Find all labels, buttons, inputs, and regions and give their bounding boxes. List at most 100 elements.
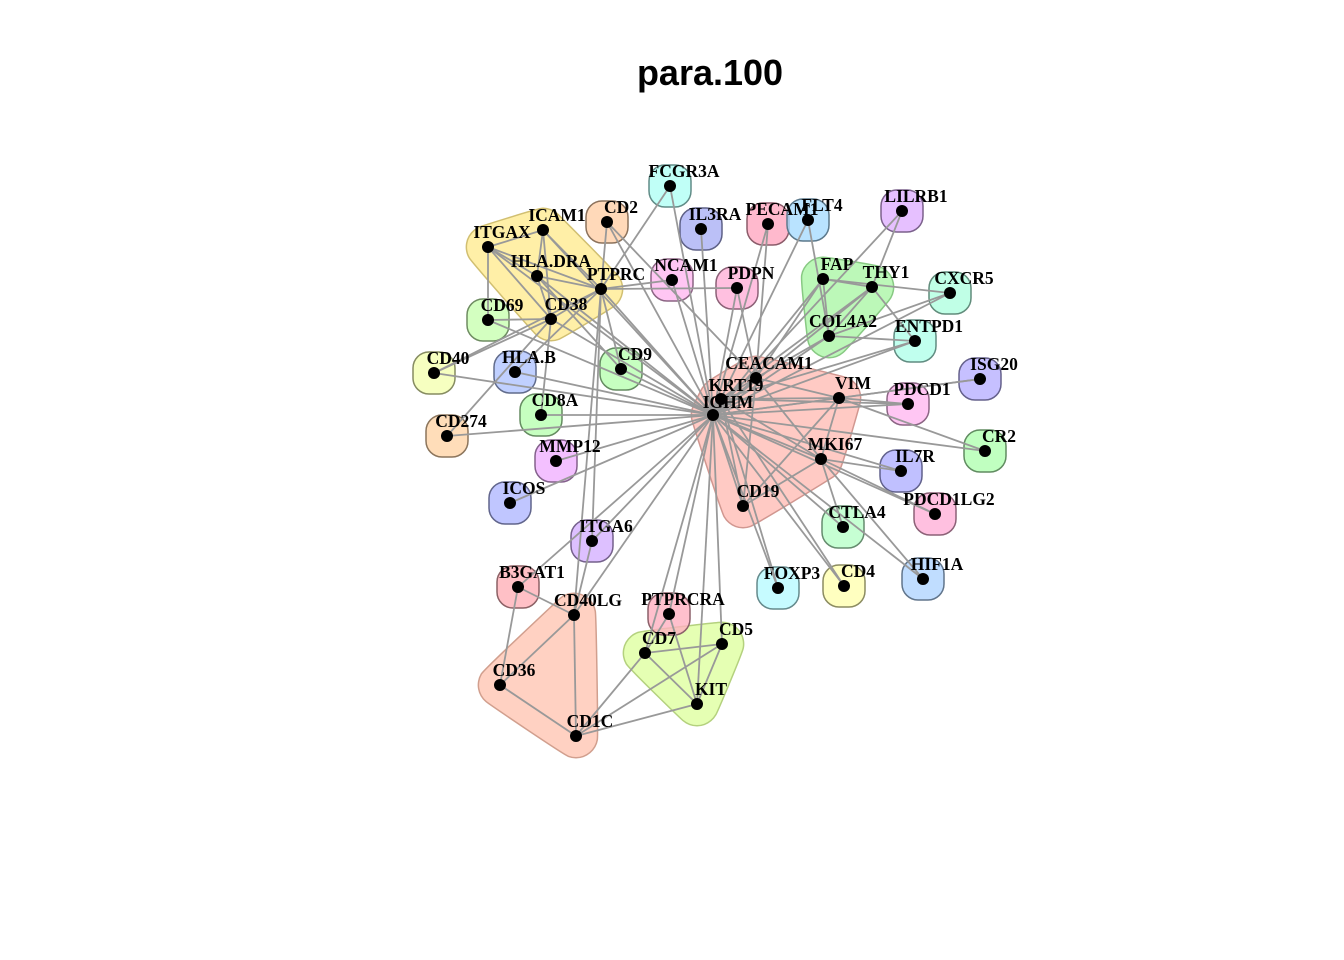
node-cd40lg[interactable] [568, 609, 580, 621]
edge-cd38-cd8a [540, 318, 552, 416]
node-pdpn[interactable] [731, 282, 743, 294]
node-cxcr5[interactable] [944, 287, 956, 299]
node-label-entpd1: ENTPD1 [895, 316, 963, 336]
edge-ighm-entpd1 [712, 340, 916, 416]
node-hif1a[interactable] [917, 573, 929, 585]
node-cd4[interactable] [838, 580, 850, 592]
node-fap[interactable] [817, 273, 829, 285]
node-ncam1[interactable] [666, 274, 678, 286]
node-pdcd1[interactable] [902, 398, 914, 410]
node-fcgr3a[interactable] [664, 180, 676, 192]
node-pdcd1lg2[interactable] [929, 508, 941, 520]
node-cr2[interactable] [979, 445, 991, 457]
node-label-col4a2: COL4A2 [809, 311, 877, 331]
edge-ighm-cd9 [620, 368, 714, 416]
node-cd1c[interactable] [570, 730, 582, 742]
node-ighm[interactable] [707, 409, 719, 421]
node-label-cxcr5: CXCR5 [934, 268, 994, 288]
node-hla-dra[interactable] [531, 270, 543, 282]
node-foxp3[interactable] [772, 582, 784, 594]
node-cd19[interactable] [737, 500, 749, 512]
edge-cd7-kit [644, 652, 698, 705]
edge-thy1-col4a2 [828, 286, 873, 337]
node-label-mki67: MKI67 [808, 434, 863, 454]
node-itga6[interactable] [586, 535, 598, 547]
edge-ceacam1-vim [755, 377, 840, 399]
node-thy1[interactable] [866, 281, 878, 293]
node-itgax[interactable] [482, 241, 494, 253]
node-label-fcgr3a: FCGR3A [649, 161, 720, 181]
node-icos[interactable] [504, 497, 516, 509]
node-flt4[interactable] [802, 214, 814, 226]
node-cd7[interactable] [639, 647, 651, 659]
node-cd40[interactable] [428, 367, 440, 379]
edge-ighm-cd40 [433, 372, 714, 416]
node-cd274[interactable] [441, 430, 453, 442]
node-label-cd38: CD38 [545, 294, 588, 314]
edge-ighm-col4a2 [712, 335, 830, 416]
node-label-ptprcra: PTPRCRA [641, 589, 725, 609]
node-ctla4[interactable] [837, 521, 849, 533]
edge-ighm-mmp12 [555, 414, 714, 462]
node-label-cd9: CD9 [618, 344, 652, 364]
node-ptprc[interactable] [595, 283, 607, 295]
node-cd69[interactable] [482, 314, 494, 326]
edge-col4a2-entpd1 [828, 335, 916, 342]
node-mki67[interactable] [815, 453, 827, 465]
node-label-cd36: CD36 [493, 660, 536, 680]
node-hla-b[interactable] [509, 366, 521, 378]
node-label-pdcd1: PDCD1 [893, 379, 950, 399]
node-ceacam1[interactable] [750, 372, 762, 384]
node-cd5[interactable] [716, 638, 728, 650]
node-pecam1[interactable] [762, 218, 774, 230]
edge-cd1c-cd7 [575, 652, 646, 737]
node-icam1[interactable] [537, 224, 549, 236]
edge-layer [433, 185, 986, 737]
node-kit[interactable] [691, 698, 703, 710]
node-mmp12[interactable] [550, 455, 562, 467]
node-cd36[interactable] [494, 679, 506, 691]
node-label-cd274: CD274 [435, 411, 487, 431]
node-col4a2[interactable] [823, 330, 835, 342]
edge-cd1c-cd5 [575, 643, 723, 737]
edge-cd7-cd5 [644, 643, 723, 654]
edge-ighm-hla-b [514, 371, 714, 416]
edge-cd40lg-itga6 [573, 540, 593, 616]
edge-ighm-kit [696, 414, 714, 705]
node-krt19[interactable] [715, 393, 727, 405]
edge-ceacam1-cd19 [742, 377, 757, 507]
edge-ighm-icos [509, 414, 714, 504]
node-b3gat1[interactable] [512, 581, 524, 593]
node-isg20[interactable] [974, 373, 986, 385]
node-cd9[interactable] [615, 363, 627, 375]
edge-cd40lg-b3gat1 [517, 586, 575, 616]
group-hull-4 [477, 592, 599, 759]
edge-ighm-cd274 [446, 414, 714, 437]
node-cd38[interactable] [545, 313, 557, 325]
node-cd8a[interactable] [535, 409, 547, 421]
node-vim[interactable] [833, 392, 845, 404]
edge-ceacam1-pdpn [736, 287, 757, 379]
node-label-ptprc: PTPRC [587, 264, 645, 284]
node-label-b3gat1: B3GAT1 [499, 562, 565, 582]
plot-title: para.100 [636, 52, 784, 93]
edge-ptprc-ncam1 [600, 279, 673, 290]
edge-col4a2-cxcr5 [828, 292, 951, 337]
edge-ighm-pecam1 [712, 223, 769, 416]
node-il7r[interactable] [895, 465, 907, 477]
node-lilrb1[interactable] [896, 205, 908, 217]
node-label-cd40lg: CD40LG [554, 590, 622, 610]
edge-cd40lg-cd36 [499, 614, 575, 686]
edge-ceacam1-cd2 [606, 221, 757, 379]
edge-ptprc-pdpn [600, 287, 738, 290]
node-il3ra[interactable] [695, 223, 707, 235]
edge-mki67-il7r [820, 458, 902, 472]
edge-ptprc-itga6 [591, 288, 602, 542]
node-cd2[interactable] [601, 216, 613, 228]
node-ptprcra[interactable] [663, 608, 675, 620]
edge-ighm-hif1a [712, 414, 924, 580]
edge-ighm-pdpn [712, 287, 738, 416]
node-entpd1[interactable] [909, 335, 921, 347]
node-label-itga6: ITGA6 [579, 516, 633, 536]
edge-ptprcra-kit [668, 613, 698, 705]
